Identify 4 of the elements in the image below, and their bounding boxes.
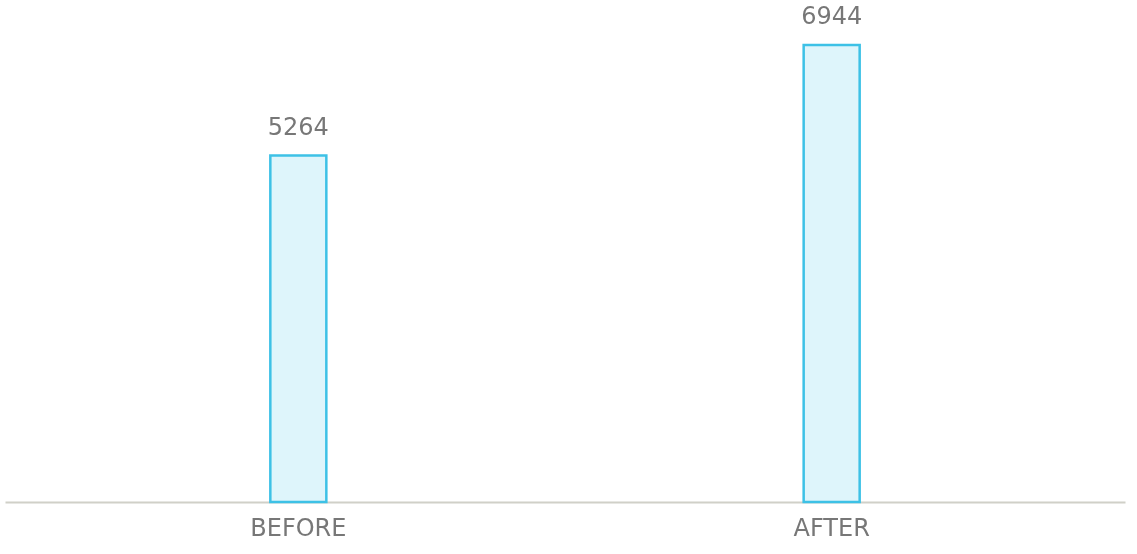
x-tick-label: AFTER	[793, 513, 870, 542]
data-label: 6944	[801, 2, 863, 30]
x-tick-label: BEFORE	[250, 513, 347, 542]
data-label: 5264	[267, 112, 329, 141]
